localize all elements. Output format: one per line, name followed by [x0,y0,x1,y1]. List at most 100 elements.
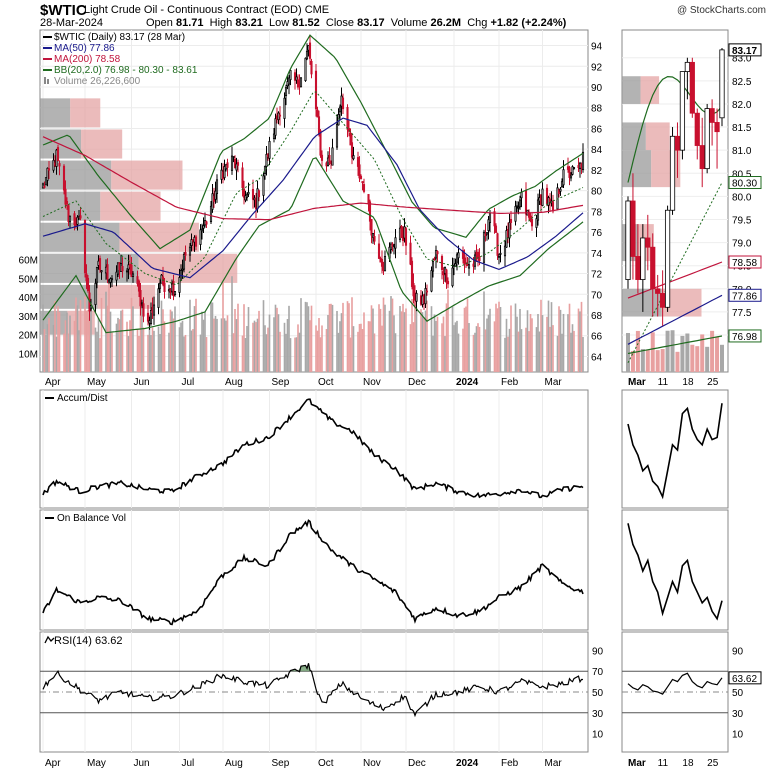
zoom-candle-body [640,237,646,280]
volume-by-price-bar-down [100,191,161,221]
candle-body [268,141,271,159]
volume-bar [277,314,280,372]
price-tick-label: 90 [591,83,603,94]
zoom-accum-line [627,403,723,500]
candle-body [496,233,499,256]
rsi-tick-label: 30 [592,709,604,720]
volume-bar [426,300,428,372]
volume-bar [225,320,227,372]
zoom-tick-label: 82.5 [732,77,752,88]
candle-body [461,250,465,259]
volume-bar [514,303,517,372]
candle-body [257,190,261,198]
candle-body [430,270,433,292]
candle-body [44,177,48,186]
volume-bar [393,315,395,372]
volume-bar [346,301,349,372]
obv-panel-frame [39,509,589,631]
volume-bar [436,316,439,372]
volume-bar [390,296,392,372]
candle-body [557,189,561,194]
volume-bar [444,336,446,372]
volume-bar [126,321,128,372]
volume-bar [69,315,71,372]
candle-body [568,167,571,178]
rsi-value-tag-label: 63.62 [732,674,757,685]
volume-bar [529,313,532,372]
price-tick-label: 82 [591,166,603,177]
volume-tick-label: 60M [19,256,38,267]
obv-line [42,519,584,626]
volume-bar [262,300,265,372]
candle-body [409,242,412,265]
volume-bar [79,300,82,372]
volume-bar [477,323,479,372]
volume-bar [520,329,523,372]
volume-bar [45,334,47,372]
candle-body [188,246,192,256]
volume-bar [328,304,331,372]
volume-bar [220,318,223,372]
volume-bar [42,304,44,372]
zoom-candle-body [645,237,651,248]
x-tick-label: 2024 [456,758,479,769]
candle-body [493,211,496,227]
volume-bar [118,319,121,372]
volume-bar [541,315,544,372]
accum-panel-title: Accum/Dist [57,393,108,404]
candle-body [178,277,181,293]
open-value: 81.71 [175,17,204,29]
candle-body [181,268,184,271]
candle-body [244,195,247,201]
volume-bar [493,321,496,372]
zoom-volume-bar [670,330,675,372]
volume-bar [54,301,56,372]
candle-body [515,205,519,208]
zoom-candle-body [704,108,710,170]
zoom-volume-bar [630,351,635,372]
legend-entry: MA(200) 78.58 [54,54,121,65]
zoom-bollinger-lower [627,335,723,355]
volume-bar [267,327,269,372]
volume-by-price-bar-down [70,98,101,128]
volume-tick-label: 30M [19,312,38,323]
volume-bar [253,320,256,372]
candle-body [283,97,286,119]
volume-bar [540,299,542,372]
volume-bar [55,336,58,372]
candle-body [242,188,246,198]
candle-body [347,128,351,132]
volume-bar [525,327,527,372]
candle-body [47,168,51,171]
volume-bar [445,303,448,372]
volume-bar [202,319,205,372]
candle-body [299,77,303,88]
volume-bar [129,320,131,372]
candle-body [223,166,226,179]
volume-bar [127,336,130,372]
volume-bar [358,323,361,372]
volume-bar [430,306,433,372]
candle-body [64,188,67,205]
volume-bar [192,329,194,372]
candle-body [58,163,61,167]
candle-body [457,252,460,259]
rsi-overbought-fill [290,663,310,672]
volume-bar [204,311,206,372]
candle-body [139,290,142,307]
candle-body [56,147,60,161]
candle-body [394,237,397,249]
volume-bar [474,332,476,372]
zoom-candle-body [630,200,636,257]
volume-bar [243,304,245,372]
volume-bar [195,298,197,372]
zoom-tick-label: 81.5 [732,123,752,134]
close-value: 83.17 [357,17,385,29]
candle-body [569,175,573,179]
candle-body [79,215,82,219]
price-tag-label: 83.17 [732,46,757,57]
candle-body [131,273,135,277]
volume-by-price-bar-up [40,222,120,252]
candle-body [215,179,219,194]
price-tick-label: 78 [591,207,603,218]
